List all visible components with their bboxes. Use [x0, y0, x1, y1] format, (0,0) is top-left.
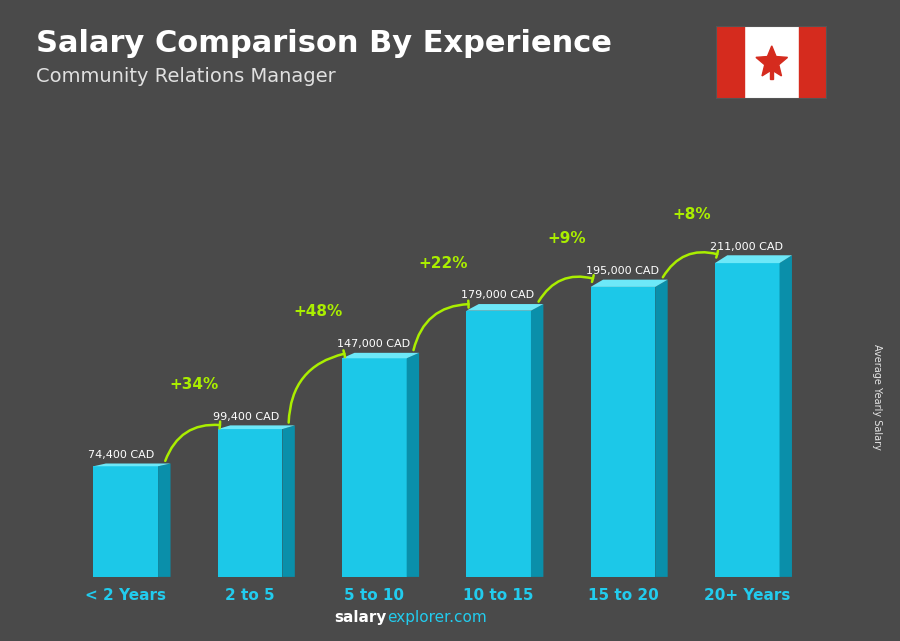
Polygon shape	[655, 279, 668, 577]
Text: +22%: +22%	[418, 256, 467, 271]
Bar	[770, 68, 773, 79]
Polygon shape	[715, 255, 792, 263]
Polygon shape	[779, 255, 792, 577]
Text: salary: salary	[335, 610, 387, 625]
Bar	[716, 26, 744, 99]
Polygon shape	[158, 463, 170, 577]
Text: 195,000 CAD: 195,000 CAD	[586, 266, 659, 276]
Bar	[342, 358, 407, 577]
Bar	[590, 287, 655, 577]
Polygon shape	[342, 353, 419, 358]
Text: explorer.com: explorer.com	[387, 610, 487, 625]
Polygon shape	[531, 304, 544, 577]
Text: +8%: +8%	[672, 207, 711, 222]
Text: 211,000 CAD: 211,000 CAD	[710, 242, 783, 251]
Bar	[466, 311, 531, 577]
Polygon shape	[466, 304, 544, 311]
Bar	[799, 26, 827, 99]
Text: Average Yearly Salary: Average Yearly Salary	[872, 344, 883, 451]
Polygon shape	[94, 463, 170, 466]
Polygon shape	[283, 426, 295, 577]
Polygon shape	[756, 46, 788, 76]
Text: Community Relations Manager: Community Relations Manager	[36, 67, 336, 87]
Polygon shape	[590, 279, 668, 287]
Polygon shape	[407, 353, 419, 577]
Text: 74,400 CAD: 74,400 CAD	[88, 450, 155, 460]
Polygon shape	[218, 426, 295, 429]
Bar	[715, 263, 779, 577]
Text: +48%: +48%	[293, 304, 343, 319]
Text: +34%: +34%	[169, 377, 219, 392]
Text: 179,000 CAD: 179,000 CAD	[462, 290, 535, 301]
Bar	[218, 429, 283, 577]
Text: 99,400 CAD: 99,400 CAD	[212, 412, 279, 422]
Bar	[94, 466, 158, 577]
Text: +9%: +9%	[548, 231, 586, 246]
Text: Salary Comparison By Experience: Salary Comparison By Experience	[36, 29, 612, 58]
Text: 147,000 CAD: 147,000 CAD	[338, 339, 410, 349]
